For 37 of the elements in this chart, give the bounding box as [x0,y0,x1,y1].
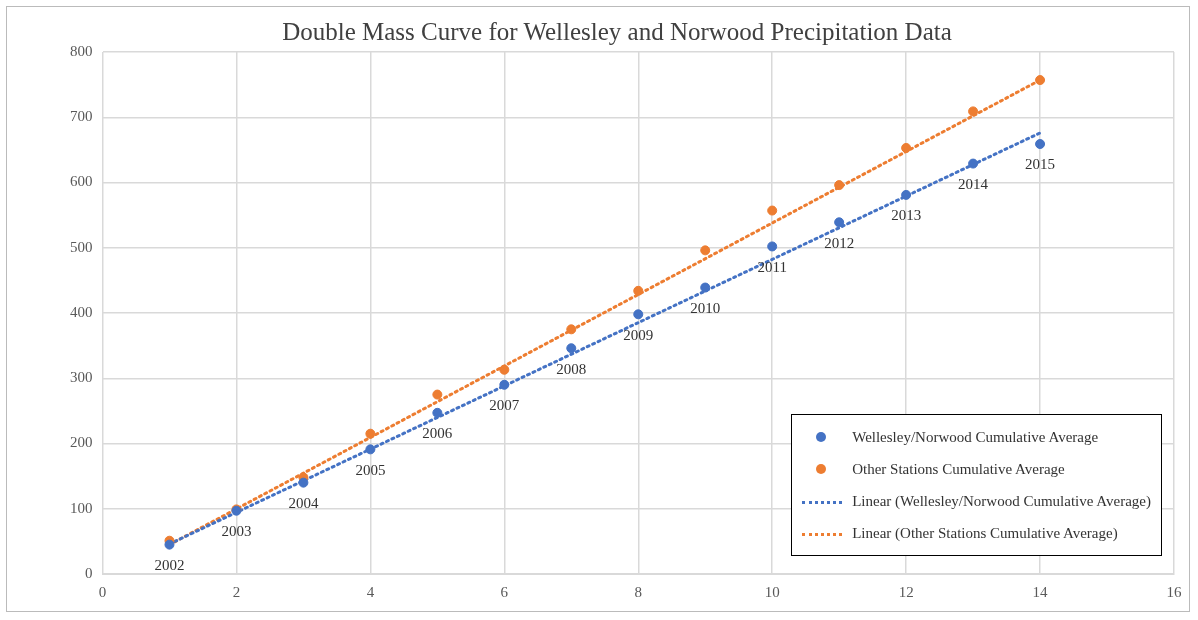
annotation: 2013 [891,207,922,224]
chart-title: Double Mass Curve for Wellesley and Norwood Precipitation Data [282,17,952,45]
annotation: 2015 [1025,156,1056,173]
x-tick-label: 4 [366,583,375,600]
annotation: 2002 [154,557,185,574]
y-tick-label: 500 [70,238,93,255]
x-tick-label: 12 [898,583,914,600]
x-tick-label: 14 [1032,583,1049,600]
annotation: 2009 [623,326,654,343]
x-tick-label: 6 [500,583,509,600]
y-tick-label: 0 [85,564,93,581]
annotation: 2008 [556,360,587,377]
y-tick-label: 200 [70,434,93,451]
legend-label: Other Stations Cumulative Average [852,460,1065,478]
annotation: 2007 [489,397,520,414]
annotation: 2011 [757,258,787,275]
x-tick-label: 8 [634,583,642,600]
legend-label: Linear (Other Stations Cumulative Average) [852,524,1118,542]
y-tick-label: 600 [70,173,93,190]
y-tick-label: 300 [70,369,93,386]
x-tick-label: 0 [98,583,107,600]
annotation: 2006 [422,425,453,442]
annotation: 2012 [824,234,855,251]
annotation: 2004 [288,495,319,512]
x-tick-label: 10 [764,583,780,600]
y-tick-label: 700 [70,108,93,125]
y-tick-label: 400 [70,303,93,320]
y-tick-label: 800 [70,42,93,59]
annotation: 2014 [958,176,989,193]
legend-label: Linear (Wellesley/Norwood Cumulative Average) [852,492,1151,510]
legend-label: Wellesley/Norwood Cumulative Average [852,428,1099,446]
annotation: 2003 [221,523,252,540]
annotation: 2010 [690,299,721,316]
y-tick-label: 100 [70,499,93,516]
x-tick-label: 16 [1166,583,1182,600]
x-tick-label: 2 [232,583,241,600]
annotation: 2005 [355,461,386,478]
